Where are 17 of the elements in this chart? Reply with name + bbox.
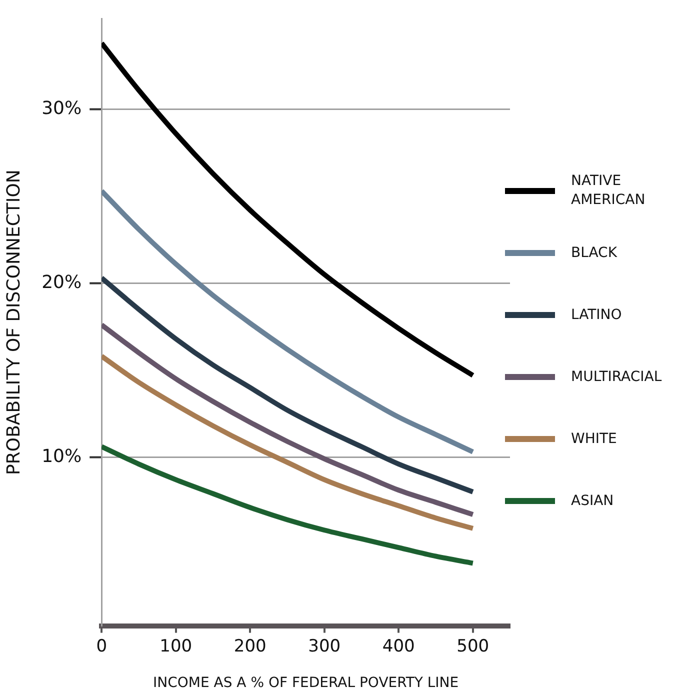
legend-label: LATINO [571,306,622,324]
y-tick-label: 30% [42,98,82,119]
x-axis-title: INCOME AS A % OF FEDERAL POVERTY LINE [152,675,459,692]
y-tick-label: 10% [42,446,82,467]
legend-label: MULTIRACIAL [571,368,662,386]
x-tick-label: 100 [160,636,192,656]
y-tick-label: 20% [42,272,82,293]
legend-label: ASIAN [571,492,614,510]
legend-label: NATIVE AMERICAN [571,172,646,210]
legend-label: BLACK [571,244,618,262]
legend-label: WHITE [571,430,617,448]
x-tick-label: 400 [382,636,415,656]
x-tick-label: 200 [234,636,266,656]
x-tick-label: 300 [308,636,341,656]
x-tick-label: 500 [456,636,490,656]
y-axis-title: PROBABILITY OF DISCONNECTION [3,170,24,475]
x-tick-label: 0 [96,636,108,656]
